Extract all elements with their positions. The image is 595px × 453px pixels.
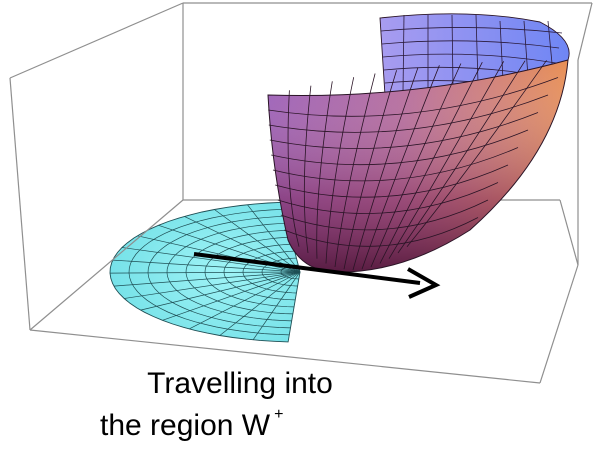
caption-line-1: Travelling into — [147, 367, 333, 400]
caption-line-2: the region W + — [48, 406, 460, 449]
paraboloid-front-surface — [267, 59, 569, 273]
domain-region-disk — [109, 201, 301, 343]
bounding-box-front — [9, 60, 579, 384]
caption-superscript: + — [274, 406, 284, 423]
direction-arrow-icon — [193, 252, 441, 299]
caption-region-text: the region W — [100, 409, 271, 442]
